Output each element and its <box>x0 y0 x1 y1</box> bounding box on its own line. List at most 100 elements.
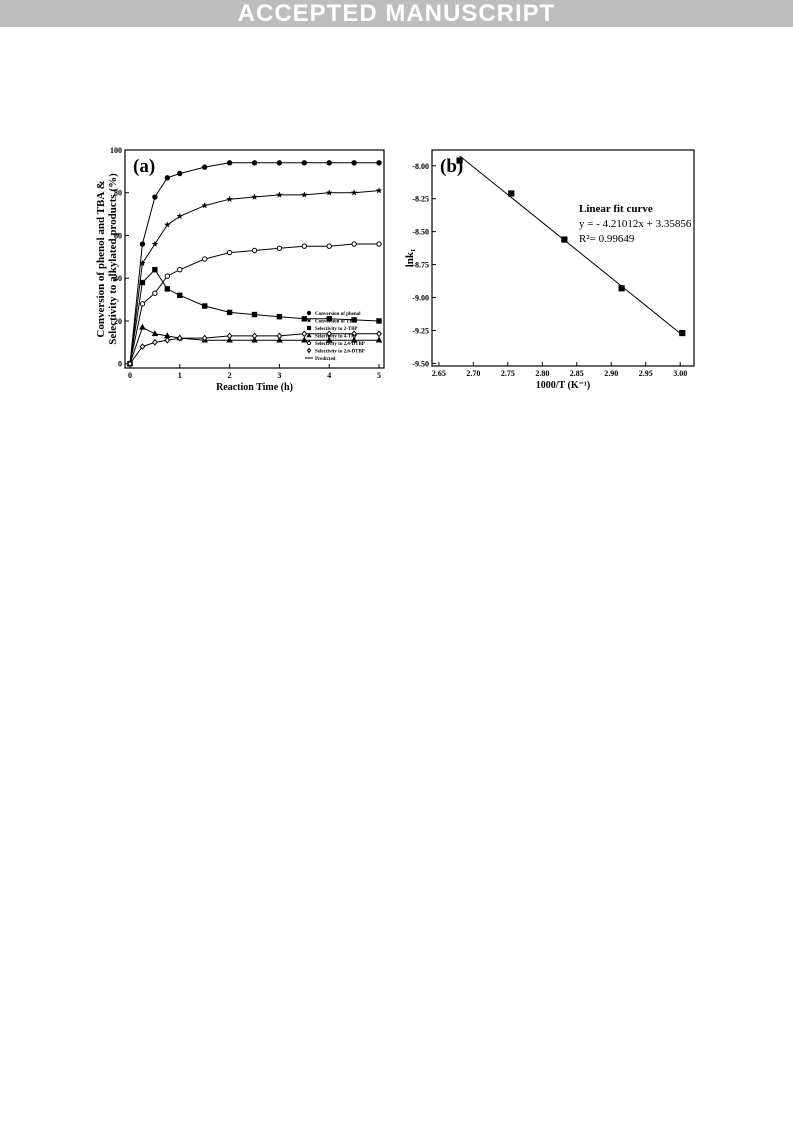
y-axis-title: Conversion of phenol and TBA &Selectivit… <box>95 173 119 345</box>
legend-marker <box>306 340 312 346</box>
marker <box>301 316 308 322</box>
marker <box>152 338 158 346</box>
marker <box>152 194 158 200</box>
marker <box>376 330 382 338</box>
marker <box>300 191 308 198</box>
marker <box>201 334 208 342</box>
x-axis-title: 1000/T (K⁻¹) <box>536 380 590 391</box>
marker <box>301 336 308 343</box>
legend-label: Conversion of TBA <box>315 320 357 325</box>
y-tick-label: -8.25 <box>412 195 429 204</box>
marker <box>201 256 208 262</box>
y-tick-label: 100 <box>110 146 122 155</box>
marker <box>326 330 333 338</box>
x-tick-label: 3 <box>277 371 281 380</box>
x-tick-label: 2.80 <box>535 369 549 378</box>
marker <box>176 212 184 220</box>
y-tick-label: 40 <box>114 274 122 283</box>
marker <box>139 301 146 307</box>
x-tick-label: 2.85 <box>570 369 584 378</box>
marker <box>251 247 258 254</box>
y-tick-label: -9.25 <box>412 326 429 335</box>
marker <box>376 160 382 166</box>
marker <box>275 191 283 198</box>
x-tick-label: 2 <box>228 371 232 380</box>
marker <box>251 311 258 318</box>
y-tick-label: -8.50 <box>412 228 429 237</box>
marker <box>351 241 357 247</box>
annotation: R²= 0.99649 <box>579 233 635 245</box>
marker <box>561 236 568 243</box>
legend-label: Selectivity to 2,4-DTBP <box>315 342 365 347</box>
fit-line <box>459 155 683 336</box>
marker <box>350 189 358 196</box>
legend-marker <box>306 332 312 338</box>
marker <box>679 329 686 337</box>
y-tick-label: -8.75 <box>412 261 429 270</box>
y-axis-title-line: Selectivity to alkylated products (%) <box>107 173 119 345</box>
marker <box>164 175 171 181</box>
marker <box>325 189 333 196</box>
marker <box>151 330 159 337</box>
legend-label: Selectivity to 4-TBP <box>315 335 358 340</box>
y-tick-label: 20 <box>114 317 122 326</box>
marker <box>139 343 146 351</box>
y-tick-label: 60 <box>114 231 122 240</box>
marker <box>508 190 515 197</box>
marker <box>376 241 382 247</box>
marker <box>164 273 171 279</box>
marker <box>251 193 258 200</box>
x-tick-label: 2.75 <box>501 369 515 378</box>
marker <box>301 243 308 249</box>
legend-label: Selectivity to 2,6-DTBP <box>315 350 365 355</box>
plot-frame <box>124 149 385 369</box>
banner: ACCEPTED MANUSCRIPT <box>0 0 793 27</box>
marker <box>226 195 234 203</box>
legend-marker <box>306 310 312 316</box>
marker <box>164 336 171 344</box>
legend-label: Selectivity to 2-TBP <box>315 327 358 332</box>
marker <box>226 309 233 316</box>
marker <box>226 336 233 343</box>
marker <box>177 266 183 273</box>
panel-label: (a) <box>133 156 155 177</box>
legend-marker <box>306 325 312 331</box>
marker <box>201 303 208 309</box>
y-tick-label: 0 <box>118 360 122 369</box>
y-axis-title-line: Conversion of phenol and TBA & <box>95 180 107 337</box>
y-tick-label: 80 <box>114 189 122 198</box>
legend-marker <box>306 347 312 354</box>
marker <box>226 160 233 166</box>
marker <box>276 245 283 252</box>
marker <box>276 332 283 340</box>
y-tick-label: -9.50 <box>412 359 429 368</box>
marker <box>139 323 146 330</box>
marker <box>351 330 357 338</box>
marker <box>251 160 258 166</box>
x-tick-label: 4 <box>327 371 331 380</box>
marker <box>177 292 183 299</box>
legend-marker <box>306 317 312 323</box>
marker <box>350 336 358 343</box>
marker <box>456 157 463 164</box>
marker <box>326 243 332 249</box>
x-tick-label: 3.00 <box>673 369 687 378</box>
marker <box>326 316 332 322</box>
y-tick-label: -8.00 <box>412 162 429 171</box>
marker <box>251 336 258 343</box>
marker <box>151 240 159 247</box>
marker <box>226 332 233 340</box>
marker <box>139 279 146 286</box>
marker <box>177 170 183 177</box>
annotation-title: Linear fit curve <box>579 203 653 215</box>
y-tick-label: -9.00 <box>412 294 429 303</box>
marker <box>618 285 625 292</box>
marker <box>351 317 357 323</box>
marker <box>201 164 208 170</box>
y-axis-title: lnk₁ <box>404 249 416 268</box>
marker <box>164 286 171 292</box>
marker <box>276 336 283 343</box>
annotation: y = - 4.21012x + 3.35856 <box>579 218 692 230</box>
marker <box>325 336 333 343</box>
x-tick-label: 5 <box>377 371 381 380</box>
